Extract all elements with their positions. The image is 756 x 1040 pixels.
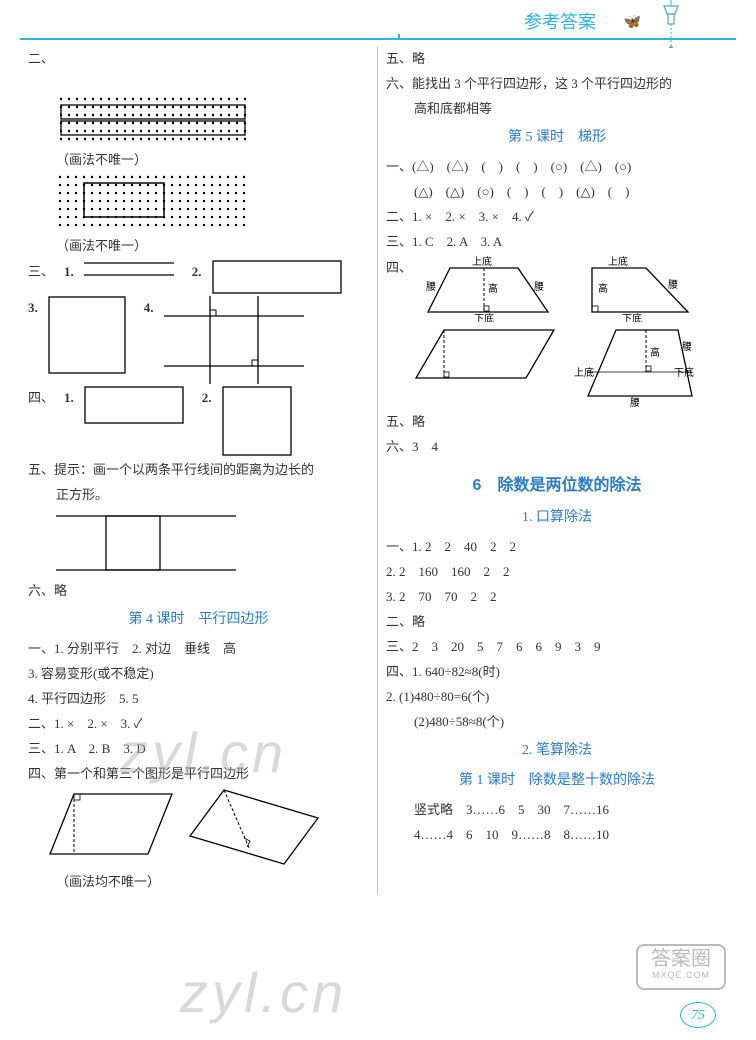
u6-1-3: 三、2 3 20 5 7 6 6 9 3 9 [386,635,728,659]
svg-text:高: 高 [488,282,498,295]
fig-trap-4: 腰 上底 高 下底 腰 [574,324,704,408]
s5-3: 三、1. C 2. A 3. A [386,230,728,254]
watermark-2: zyl.cn [180,960,347,1025]
page-header: 参考答案 🦋 [20,0,736,40]
svg-text:下底: 下底 [674,366,694,379]
lesson-5-head: 第 5 课时 梯形 [386,125,728,151]
s4-4: 四、第一个和第三个图形是平行四边形 [28,762,369,786]
right-column: 五、略 六、能找出 3 个平行四边形，这 3 个平行四边形的 高和底都相等 第 … [378,46,736,895]
s4-1-4: 4. 平行四边形 5. 5 [28,687,369,711]
label-si: 四、 [28,386,54,410]
draw-note-3: （画法均不唯一） [28,870,369,894]
draw-note-2: （画法不唯一） [28,234,369,258]
fig-4-2 [222,386,292,456]
s5-1a: 一、(△) (△) ( ) ( ) (○) (△) (○) [386,155,728,179]
header-title: 参考答案 [524,8,596,34]
svg-text:上底: 上底 [608,256,628,268]
bs-a: 竖式略 3……6 5 30 7……16 [386,798,728,822]
u6-1-1c: 3. 2 70 70 2 2 [386,585,728,609]
svg-text:腰: 腰 [426,281,436,293]
page-number: 75 [680,1002,716,1028]
left-wu2: 正方形。 [28,483,369,507]
dot-figure-2 [56,173,246,233]
svg-text:下底: 下底 [622,312,642,322]
svg-text:下底: 下底 [474,312,494,322]
sub-2-title: 2. 笔算除法 [386,738,728,764]
u6-1-1b: 2. 2 160 160 2 2 [386,560,728,584]
s5-4-label: 四、 [386,256,412,280]
stamp-ch: 答案圈 [638,946,724,970]
dot-figure-1 [57,47,247,147]
lesson-2-1-head: 第 1 课时 除数是整十数的除法 [386,768,728,794]
fig-wu [56,508,236,578]
fig-trap-1: 上底 下底 腰 腰 高 [422,256,562,322]
r-wu: 五、略 [386,47,728,71]
s4-2: 二、1. × 2. × 3. ✓ [28,712,369,736]
u6-1-4a: 四、1. 640÷82≈8(时) [386,660,728,684]
fig-trap-3 [414,324,564,384]
fig-3-3 [48,296,126,374]
fig-4-1 [84,386,184,424]
svg-text:腰: 腰 [630,397,640,408]
num-4-2: 2. [202,386,212,410]
s5-5: 五、略 [386,410,728,434]
lamp-icon [656,0,686,48]
num-4: 4. [144,296,154,320]
left-wu: 五、提示：画一个以两条平行线间的距离为边长的 [28,458,369,482]
left-liu: 六、略 [28,579,369,603]
s4-1-3: 3. 容易变形(或不稳定) [28,662,369,686]
svg-text:上底: 上底 [472,256,492,268]
u6-1-4c: (2)480÷58≈8(个) [386,710,728,734]
sub-1-title: 1. 口算除法 [386,505,728,531]
s5-6: 六、3 4 [386,435,728,459]
svg-text:上底: 上底 [574,366,594,379]
unit-6-title: 6 除数是两位数的除法 [386,471,728,501]
r-liu: 六、能找出 3 个平行四边形，这 3 个平行四边形的 [386,72,728,96]
s4-1-1: 一、1. 分别平行 2. 对边 垂线 高 [28,637,369,661]
label-san: 三、 [28,260,54,284]
svg-text:腰: 腰 [534,281,544,293]
fig-trap-2: 上底 下底 高 腰 [572,256,702,322]
fig-3-2 [212,260,342,294]
draw-note-1: （画法不唯一） [28,148,369,172]
fig-para-1 [48,788,178,860]
answer-stamp: 答案圈 MXQE.COM [636,944,726,990]
s5-1b: (△) (△) (○) ( ) ( ) (△) ( ) [386,180,728,204]
butterfly-icon: 🦋 [624,14,641,31]
label-er: 二、 [28,47,54,71]
fig-3-1 [84,260,174,278]
left-column: 二、 [20,46,378,895]
svg-text:高: 高 [650,346,660,359]
num-4-1: 1. [64,386,74,410]
s4-3: 三、1. A 2. B 3. D [28,737,369,761]
r-liu2: 高和底都相等 [386,97,728,121]
num-2: 2. [192,260,202,284]
u6-1-4b: 2. (1)480÷80=6(个) [386,685,728,709]
svg-text:高: 高 [598,282,608,295]
fig-3-4 [164,296,304,384]
bs-b: 4……4 6 10 9……8 8……10 [386,823,728,847]
lesson-4-head: 第 4 课时 平行四边形 [28,607,369,633]
svg-text:腰: 腰 [668,279,678,291]
u6-1-1a: 一、1. 2 2 40 2 2 [386,535,728,559]
num-3: 3. [28,296,38,320]
stamp-en: MXQE.COM [638,970,724,980]
fig-para-2 [188,788,328,868]
s5-2: 二、1. × 2. × 3. × 4. ✓ [386,205,728,229]
u6-1-2: 二、略 [386,610,728,634]
num-1: 1. [64,260,74,284]
svg-text:腰: 腰 [682,341,692,353]
